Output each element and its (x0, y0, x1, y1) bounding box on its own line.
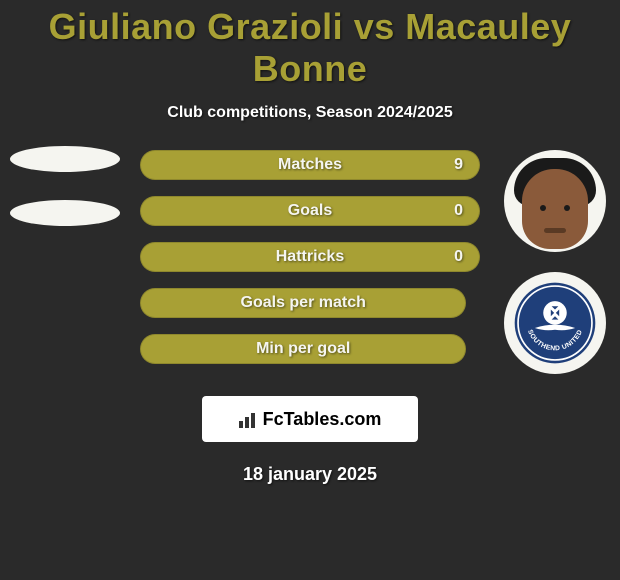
right-player-portrait (504, 150, 606, 252)
stat-bar-hattricks: Hattricks 0 (140, 242, 480, 272)
left-player-portrait-placeholder (10, 146, 120, 172)
portrait-eye-right (564, 205, 570, 211)
branding-logo-text: FcTables.com (263, 409, 382, 430)
footer-date: 18 january 2025 (0, 464, 620, 485)
stat-label: Min per goal (256, 340, 350, 358)
page-title: Giuliano Grazioli vs Macauley Bonne (0, 0, 620, 90)
stat-label: Matches (278, 156, 342, 174)
stat-bar-min-per-goal: Min per goal (140, 334, 466, 364)
stat-value: 9 (454, 156, 463, 174)
stat-label: Hattricks (276, 248, 344, 266)
stat-bar-matches: Matches 9 (140, 150, 480, 180)
portrait-mouth (544, 228, 566, 233)
branding-logo: FcTables.com (202, 396, 418, 442)
fctables-logo-icon: FcTables.com (239, 409, 382, 430)
comparison-content: Matches 9 Goals 0 Hattricks 0 Goals per … (0, 150, 620, 390)
stat-label: Goals per match (241, 294, 366, 312)
stat-bars: Matches 9 Goals 0 Hattricks 0 Goals per … (140, 150, 480, 380)
stat-bar-goals: Goals 0 (140, 196, 480, 226)
left-player-club-placeholder (10, 200, 120, 226)
right-player-club-crest: SOUTHEND UNITED (504, 272, 606, 374)
stat-value: 0 (454, 248, 463, 266)
right-player-column: SOUTHEND UNITED (490, 150, 620, 374)
left-player-column (0, 150, 130, 254)
portrait-eye-left (540, 205, 546, 211)
club-crest-icon: SOUTHEND UNITED (513, 281, 597, 365)
stat-label: Goals (288, 202, 332, 220)
portrait-face (522, 169, 588, 249)
page-subtitle: Club competitions, Season 2024/2025 (0, 104, 620, 122)
stat-value: 0 (454, 202, 463, 220)
stat-bar-goals-per-match: Goals per match (140, 288, 466, 318)
